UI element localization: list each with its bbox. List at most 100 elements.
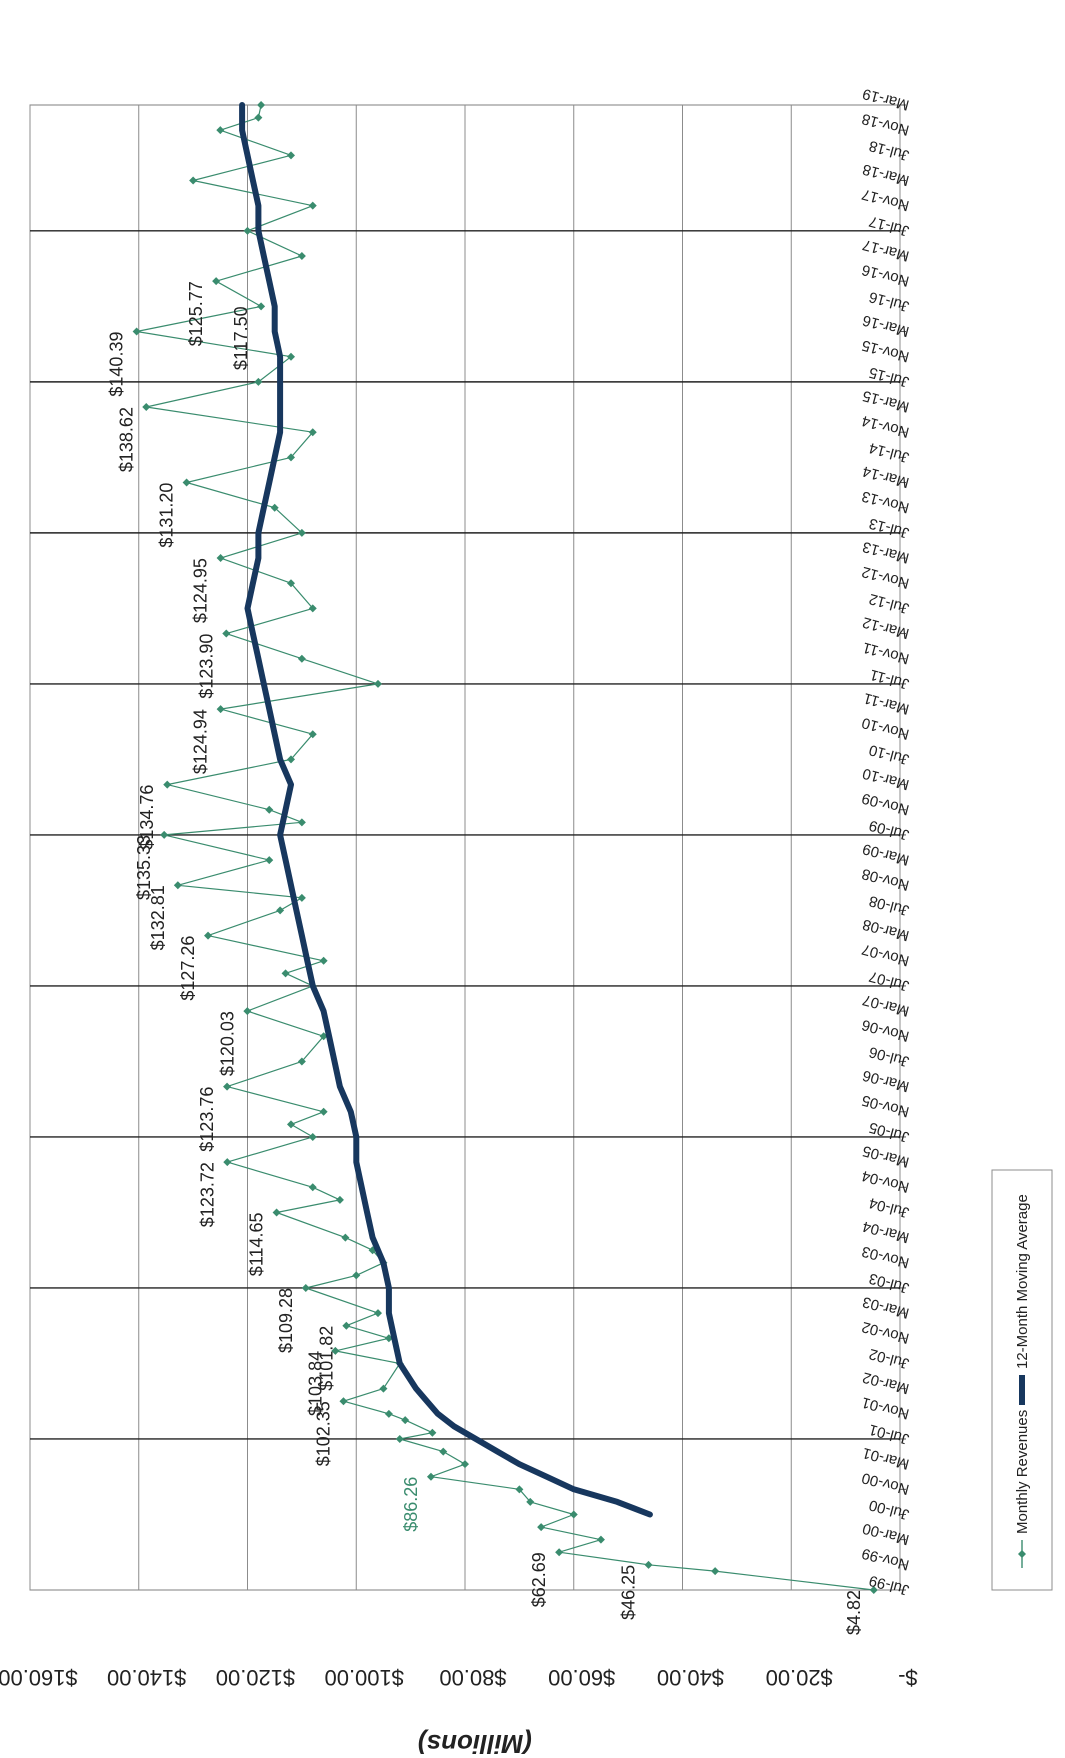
data-annotation: $140.39 bbox=[107, 332, 127, 397]
monthly-revenue-point bbox=[287, 453, 295, 462]
monthly-revenue-point bbox=[212, 277, 221, 286]
monthly-revenue-point bbox=[374, 679, 382, 688]
monthly-revenue-point bbox=[331, 1346, 340, 1355]
monthly-revenue-point bbox=[308, 1132, 317, 1141]
data-annotation: $134.76 bbox=[137, 785, 157, 850]
legend-marker bbox=[1018, 1550, 1026, 1558]
data-annotation: $120.03 bbox=[217, 1011, 237, 1076]
monthly-revenue-point bbox=[461, 1460, 469, 1469]
monthly-revenue-point bbox=[308, 428, 317, 437]
data-annotation: $102.35 bbox=[313, 1401, 333, 1466]
monthly-revenue-point bbox=[297, 893, 306, 902]
monthly-revenue-point bbox=[216, 705, 225, 714]
monthly-revenue-point bbox=[308, 1183, 317, 1192]
data-annotation: $124.94 bbox=[191, 709, 211, 774]
monthly-revenue-point bbox=[308, 201, 317, 210]
data-annotation: $131.20 bbox=[157, 483, 177, 548]
monthly-revenue-point bbox=[569, 1510, 578, 1519]
monthly-revenue-point bbox=[287, 151, 295, 160]
monthly-revenue-point bbox=[222, 629, 231, 638]
monthly-revenue-point bbox=[439, 1447, 448, 1456]
monthly-revenue-point bbox=[341, 1233, 350, 1242]
monthly-revenue-point bbox=[596, 1535, 605, 1544]
value-tick-label: $40.00 bbox=[657, 1665, 724, 1690]
monthly-revenue-point bbox=[281, 969, 290, 978]
monthly-revenue-point bbox=[537, 1523, 546, 1532]
monthly-revenue-point bbox=[270, 503, 279, 512]
monthly-revenue-point bbox=[287, 1120, 295, 1129]
value-tick-label: $20.00 bbox=[766, 1665, 833, 1690]
data-annotation: $4.82 bbox=[844, 1590, 864, 1635]
monthly-revenue-point bbox=[287, 755, 295, 764]
monthly-revenue-point bbox=[243, 1007, 252, 1016]
monthly-revenue-point bbox=[272, 1208, 281, 1217]
monthly-revenue-point bbox=[428, 1428, 437, 1437]
data-annotation: $125.77 bbox=[186, 281, 206, 346]
data-annotation: $135.33 bbox=[134, 835, 154, 900]
monthly-revenue-point bbox=[379, 1384, 388, 1393]
monthly-revenue-point bbox=[339, 1397, 348, 1406]
monthly-revenue-point bbox=[297, 654, 306, 663]
data-annotation: $109.28 bbox=[276, 1288, 296, 1353]
value-tick-label: $- bbox=[898, 1665, 918, 1690]
monthly-revenue-point bbox=[301, 1283, 310, 1292]
monthly-revenue-point bbox=[384, 1409, 393, 1418]
monthly-revenue-point bbox=[173, 881, 182, 890]
value-tick-label: $80.00 bbox=[439, 1665, 506, 1690]
monthly-revenue-point bbox=[515, 1485, 524, 1494]
monthly-revenue-point bbox=[644, 1560, 653, 1569]
monthly-revenue-point bbox=[254, 377, 263, 386]
monthly-revenue-point bbox=[182, 478, 191, 487]
monthly-revenue-point bbox=[308, 604, 317, 613]
monthly-revenue-point bbox=[297, 252, 306, 261]
monthly-revenue-point bbox=[319, 1107, 328, 1116]
data-annotation: $127.26 bbox=[178, 936, 198, 1001]
data-annotation: $114.65 bbox=[247, 1212, 267, 1276]
monthly-revenue-point bbox=[374, 1309, 382, 1318]
legend-label: Monthly Revenues bbox=[1014, 1410, 1031, 1534]
monthly-revenue-point bbox=[265, 805, 274, 814]
monthly-revenue-point bbox=[216, 126, 225, 135]
data-annotation: $123.72 bbox=[197, 1162, 217, 1227]
data-annotation: $101.82 bbox=[316, 1326, 336, 1391]
monthly-revenue-point bbox=[223, 1082, 232, 1091]
plot-series bbox=[132, 101, 878, 1594]
monthly-revenue-point bbox=[204, 931, 213, 940]
monthly-revenue-point bbox=[223, 1158, 232, 1167]
monthly-revenue-point bbox=[142, 403, 151, 412]
monthly-revenue-point bbox=[319, 956, 328, 965]
value-tick-label: $140.00 bbox=[107, 1665, 187, 1690]
monthly-revenue-point bbox=[342, 1321, 351, 1330]
legend: Monthly Revenues 12-Month Moving Average bbox=[991, 1169, 1053, 1591]
moving-average-line bbox=[239, 102, 653, 1518]
monthly-revenue-point bbox=[287, 352, 295, 361]
value-tick-label: $100.00 bbox=[324, 1665, 404, 1690]
data-annotation: $117.50 bbox=[231, 306, 251, 370]
value-tick-label: $160.00 bbox=[0, 1665, 78, 1690]
monthly-revenue-point bbox=[257, 302, 266, 311]
monthly-revenue-point bbox=[254, 113, 263, 122]
data-annotation: $86.26 bbox=[401, 1477, 421, 1532]
monthly-revenue-point bbox=[308, 730, 317, 739]
monthly-revenue-point bbox=[395, 1434, 404, 1443]
monthly-revenue-point bbox=[297, 1057, 306, 1066]
data-annotation: $103.84 bbox=[305, 1351, 325, 1416]
value-axis-title: (Millions) bbox=[418, 1729, 532, 1758]
data-annotation: $123.76 bbox=[197, 1087, 217, 1152]
monthly-revenue-point bbox=[526, 1497, 535, 1506]
monthly-revenue-point bbox=[276, 906, 285, 915]
monthly-revenue-point bbox=[132, 327, 141, 336]
data-annotation: $46.25 bbox=[619, 1565, 639, 1620]
data-annotation: $138.62 bbox=[116, 407, 136, 472]
monthly-revenue-point bbox=[555, 1548, 564, 1557]
data-annotation: $132.81 bbox=[148, 885, 168, 950]
monthly-revenue-point bbox=[401, 1416, 410, 1425]
monthly-revenue-point bbox=[163, 780, 172, 789]
data-annotation: $62.69 bbox=[529, 1552, 549, 1607]
monthly-revenue-point bbox=[216, 554, 225, 563]
data-annotation: $124.95 bbox=[191, 558, 211, 623]
monthly-revenue-point bbox=[257, 101, 266, 109]
legend-label: 12-Month Moving Average bbox=[1014, 1194, 1031, 1369]
data-annotation: $123.90 bbox=[196, 634, 216, 699]
